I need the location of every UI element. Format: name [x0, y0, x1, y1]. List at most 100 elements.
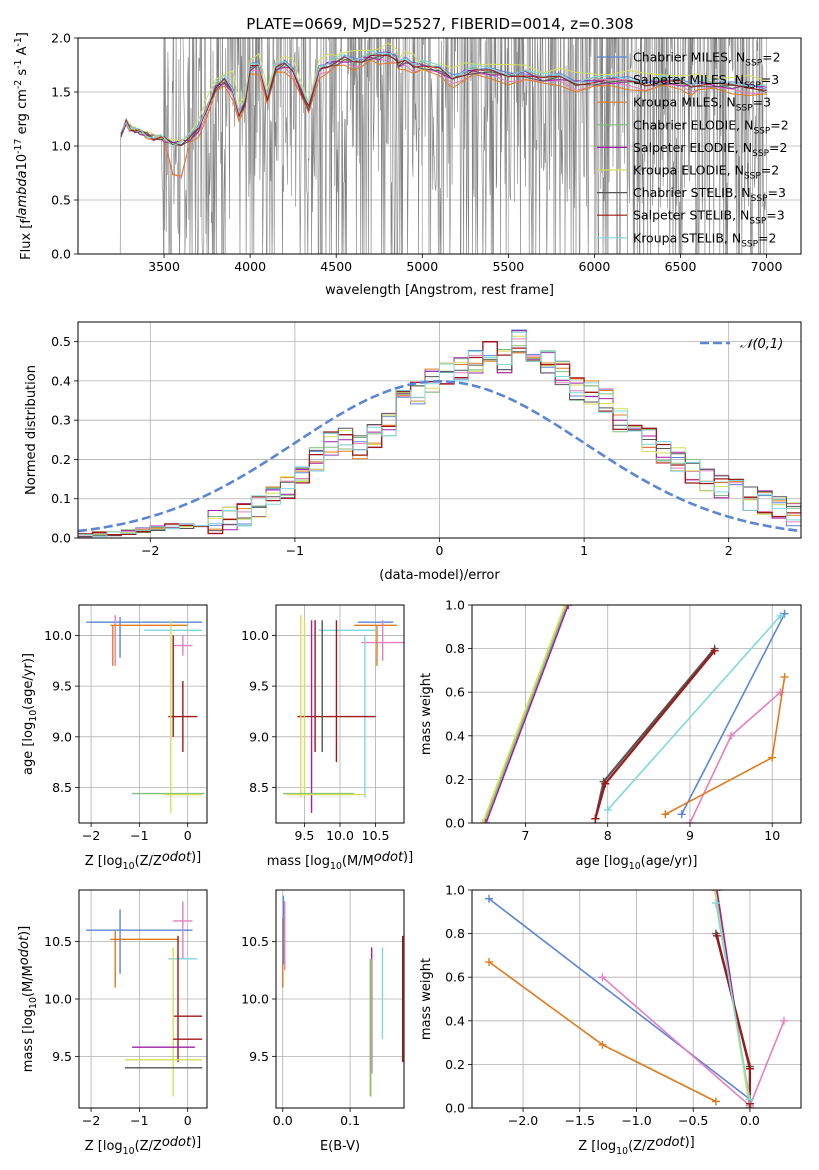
x-axis-label: Z [log10​(Z/Z​odot)] [85, 850, 202, 872]
y-tick-label: 0.4 [445, 1013, 465, 1028]
plot-area [78, 329, 801, 538]
label-part: =3 [753, 95, 771, 110]
x-tick-label: 0 [184, 828, 192, 843]
normal-curve [78, 379, 801, 533]
x-axis-label: E(B-V) [320, 1139, 360, 1154]
label-part: (data-model)/error [379, 568, 500, 583]
axes-frame [275, 889, 405, 1109]
label-part: 10 [616, 1146, 628, 1157]
y-tick-label: 0.5 [51, 334, 71, 349]
x-tick-label: −2.0 [508, 1113, 538, 1128]
y-tick-label: 1.0 [445, 598, 465, 613]
x-axis-label: mass [log10​(M/M​odot)] [267, 850, 413, 872]
plus-marker [710, 890, 719, 894]
plus-marker [661, 810, 670, 819]
legend-entry: Salpeter ELODIE, NSSP​=2 [633, 140, 787, 159]
panel-mass-vs-Z: −2 −1 0 9.5 10.0 10.5 Z [log10​(Z/Z​odot)] mass… [17, 889, 208, 1157]
y-tick-label: 10.0 [241, 992, 269, 1007]
label-part: odot [374, 850, 404, 865]
legend-entry: Salpeter MILES, NSSP​=3 [633, 72, 779, 91]
x-tick-label: 4000 [234, 259, 266, 274]
x-tick-label: 8 [604, 828, 612, 843]
label-part: -1 [13, 59, 24, 68]
y-tick-label: 1.0 [51, 139, 71, 154]
x-tick-label: 4500 [320, 259, 352, 274]
legend-entry: Kroupa MILES, NSSP​=3 [633, 95, 771, 114]
weight-line-chabrier-miles [680, 613, 786, 815]
label-part: Salpeter STELIB, N [633, 208, 749, 223]
label-part: mass weight [419, 673, 434, 755]
model-kroupa-miles [120, 59, 767, 177]
legend-entry: Chabrier MILES, NSSP​=2 [633, 50, 781, 69]
weight-line-kroupa-stelib [715, 902, 751, 1100]
x-tick-label: 0.0 [273, 1113, 293, 1128]
x-axis-label: Z [log10​(Z/Z​odot)] [85, 1135, 202, 1157]
label-part: (Z/Z [135, 1139, 162, 1154]
label-part: 10 [629, 861, 641, 872]
label-part: (Z/Z [135, 854, 162, 869]
y-tick-label: 8.5 [52, 780, 72, 795]
label-part: age [log [576, 854, 629, 869]
x-tick-label: 0 [184, 1113, 192, 1128]
x-tick-label: 9 [686, 828, 694, 843]
x-tick-label: 6000 [579, 259, 611, 274]
y-axis-label: Normed distribution [24, 365, 39, 495]
label-part: Kroupa ELODIE, N [633, 163, 744, 178]
y-tick-label: 0.1 [51, 491, 71, 506]
x-tick-label: 7 [521, 828, 529, 843]
plus-marker [481, 819, 490, 823]
label-part: 10 [123, 1146, 135, 1157]
plus-marker [591, 814, 600, 823]
x-tick-label: 10.5 [362, 828, 390, 843]
y-tick-label: 9.5 [52, 679, 72, 694]
label-part: (M/M [21, 965, 36, 997]
label-part: Kroupa MILES, N [633, 95, 736, 110]
label-part: mass [log [21, 1009, 36, 1072]
label-part: Kroupa STELIB, N [633, 230, 741, 245]
y-tick-label: 9.5 [52, 1049, 72, 1064]
y-axis-label: mass weight [419, 673, 434, 755]
y-tick-label: 9.5 [249, 679, 269, 694]
panel-residuals: −2 −1 0 1 2 0.0 0.1 0.2 0.3 0.4 0.5 (data-model)/er… [24, 321, 802, 583]
legend: Chabrier MILES, NSSP​=2 Salpeter MILES, N… [597, 50, 789, 249]
plot-area [86, 615, 205, 813]
y-tick-label: 1.5 [51, 85, 71, 100]
label-part: -2 [13, 80, 24, 89]
label-part: odot [655, 1135, 685, 1150]
label-part: Normed distribution [24, 365, 39, 495]
plot-area [282, 895, 404, 1097]
panel-mass-vs-ebv: 0.0 0.1 9.5 10.0 10.5 E(B-V) [241, 889, 405, 1154]
plus-marker [780, 609, 789, 618]
label-part: Flux [f [19, 219, 34, 260]
axes-frame [275, 604, 405, 824]
plus-marker [677, 810, 686, 819]
plot-area [283, 615, 404, 813]
x-tick-label: 7000 [751, 259, 783, 274]
y-axis-label: age [log10​(age/yr)] [21, 653, 39, 775]
plus-marker [685, 819, 694, 823]
label-part: Z [log [85, 1139, 123, 1154]
y-tick-label: 0.5 [51, 193, 71, 208]
label-part: mass [log [267, 854, 330, 869]
y-tick-label: 10.5 [241, 934, 269, 949]
axes-frame [78, 889, 208, 1109]
panel-age-vs-mass: 9.5 10.0 10.5 8.5 9.0 9.5 10.0 mass [log10​(M/M… [241, 604, 413, 872]
plus-marker [727, 731, 736, 740]
y-tick-label: 10.0 [241, 628, 269, 643]
plus-marker [598, 1040, 607, 1049]
plus-marker [745, 1095, 754, 1104]
plus-marker [711, 1097, 720, 1106]
label-part: =2 [769, 140, 787, 155]
legend-entry: Kroupa STELIB, NSSP​=2 [633, 230, 777, 249]
label-part: =3 [768, 185, 786, 200]
y-axis-label: Flux [f​lambda10-17​ erg cm-2​ s-1​ A-1​… [13, 32, 34, 260]
plot-area [485, 890, 788, 1108]
y-tick-label: 9.0 [52, 729, 72, 744]
x-axis-label: Z [log10​(Z/Z​odot)] [578, 1135, 695, 1157]
plus-marker [780, 672, 789, 681]
label-part: odot [17, 935, 32, 965]
plus-marker [745, 1064, 754, 1073]
legend-entry: Chabrier ELODIE, NSSP​=2 [633, 117, 789, 136]
label-part: E(B-V) [320, 1139, 360, 1154]
label-part: Salpeter ELODIE, N [633, 140, 752, 155]
